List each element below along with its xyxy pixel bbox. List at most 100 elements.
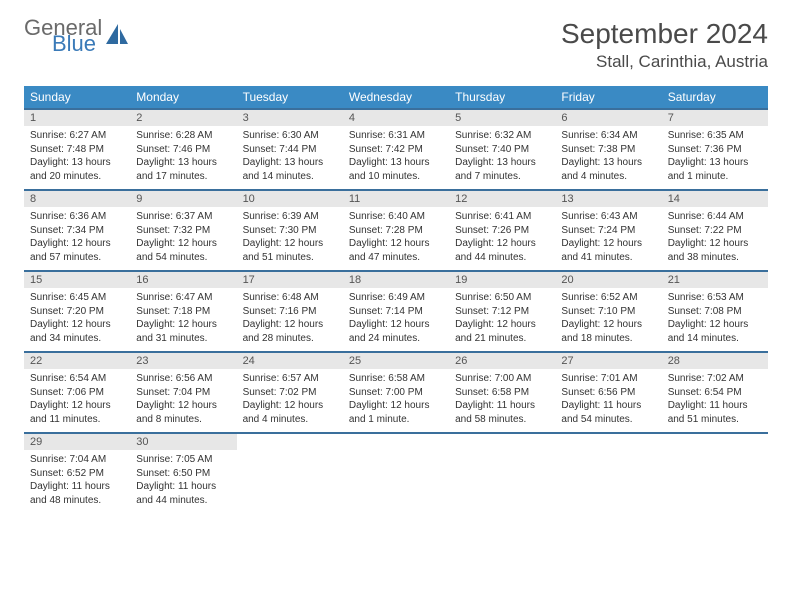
day-content-cell: Sunrise: 6:36 AMSunset: 7:34 PMDaylight:…	[24, 207, 130, 271]
daylight-line: Daylight: 12 hours and 14 minutes.	[668, 318, 762, 345]
day-content-cell: Sunrise: 6:39 AMSunset: 7:30 PMDaylight:…	[237, 207, 343, 271]
day-content-cell: Sunrise: 6:45 AMSunset: 7:20 PMDaylight:…	[24, 288, 130, 352]
daylight-line: Daylight: 12 hours and 21 minutes.	[455, 318, 549, 345]
sunrise-line: Sunrise: 6:58 AM	[349, 372, 443, 386]
sunset-line: Sunset: 7:10 PM	[561, 305, 655, 319]
day-content-cell: Sunrise: 7:04 AMSunset: 6:52 PMDaylight:…	[24, 450, 130, 514]
day-number-cell: 4	[343, 109, 449, 126]
sunrise-line: Sunrise: 7:01 AM	[561, 372, 655, 386]
day-content-cell: Sunrise: 6:53 AMSunset: 7:08 PMDaylight:…	[662, 288, 768, 352]
sunset-line: Sunset: 7:36 PM	[668, 143, 762, 157]
day-number-cell: 15	[24, 271, 130, 288]
sunset-line: Sunset: 7:44 PM	[243, 143, 337, 157]
day-number-cell: 22	[24, 352, 130, 369]
day-number-cell: 3	[237, 109, 343, 126]
title-block: September 2024 Stall, Carinthia, Austria	[561, 18, 768, 72]
sunrise-line: Sunrise: 6:32 AM	[455, 129, 549, 143]
month-title: September 2024	[561, 18, 768, 50]
daylight-line: Daylight: 11 hours and 58 minutes.	[455, 399, 549, 426]
sunset-line: Sunset: 7:18 PM	[136, 305, 230, 319]
day-content-cell: Sunrise: 6:30 AMSunset: 7:44 PMDaylight:…	[237, 126, 343, 190]
sunrise-line: Sunrise: 6:37 AM	[136, 210, 230, 224]
day-number-row: 22232425262728	[24, 352, 768, 369]
sunset-line: Sunset: 7:12 PM	[455, 305, 549, 319]
day-number-cell: 8	[24, 190, 130, 207]
daylight-line: Daylight: 12 hours and 47 minutes.	[349, 237, 443, 264]
daylight-line: Daylight: 12 hours and 31 minutes.	[136, 318, 230, 345]
sunrise-line: Sunrise: 6:43 AM	[561, 210, 655, 224]
weekday-header: Sunday	[24, 86, 130, 109]
sunset-line: Sunset: 7:38 PM	[561, 143, 655, 157]
day-content-cell: Sunrise: 6:41 AMSunset: 7:26 PMDaylight:…	[449, 207, 555, 271]
day-content-row: Sunrise: 6:45 AMSunset: 7:20 PMDaylight:…	[24, 288, 768, 352]
weekday-header: Friday	[555, 86, 661, 109]
sunrise-line: Sunrise: 6:41 AM	[455, 210, 549, 224]
day-number-cell: 19	[449, 271, 555, 288]
sunset-line: Sunset: 6:54 PM	[668, 386, 762, 400]
weekday-header: Monday	[130, 86, 236, 109]
sunset-line: Sunset: 6:56 PM	[561, 386, 655, 400]
day-number-cell: 30	[130, 433, 236, 450]
daylight-line: Daylight: 12 hours and 51 minutes.	[243, 237, 337, 264]
day-number-row: 2930	[24, 433, 768, 450]
day-content-cell: Sunrise: 6:58 AMSunset: 7:00 PMDaylight:…	[343, 369, 449, 433]
day-content-cell: Sunrise: 6:31 AMSunset: 7:42 PMDaylight:…	[343, 126, 449, 190]
day-content-cell: Sunrise: 6:37 AMSunset: 7:32 PMDaylight:…	[130, 207, 236, 271]
sunrise-line: Sunrise: 6:44 AM	[668, 210, 762, 224]
daylight-line: Daylight: 12 hours and 54 minutes.	[136, 237, 230, 264]
daylight-line: Daylight: 12 hours and 41 minutes.	[561, 237, 655, 264]
day-content-cell: Sunrise: 6:52 AMSunset: 7:10 PMDaylight:…	[555, 288, 661, 352]
day-number-cell	[449, 433, 555, 450]
day-number-cell: 25	[343, 352, 449, 369]
weekday-header: Thursday	[449, 86, 555, 109]
day-number-row: 1234567	[24, 109, 768, 126]
day-content-cell: Sunrise: 7:01 AMSunset: 6:56 PMDaylight:…	[555, 369, 661, 433]
daylight-line: Daylight: 12 hours and 38 minutes.	[668, 237, 762, 264]
logo-blue: Blue	[52, 34, 102, 54]
day-number-cell: 2	[130, 109, 236, 126]
day-number-cell: 26	[449, 352, 555, 369]
day-content-cell: Sunrise: 6:34 AMSunset: 7:38 PMDaylight:…	[555, 126, 661, 190]
day-number-cell: 7	[662, 109, 768, 126]
sunrise-line: Sunrise: 6:56 AM	[136, 372, 230, 386]
day-number-cell: 21	[662, 271, 768, 288]
day-number-cell: 16	[130, 271, 236, 288]
day-content-cell: Sunrise: 6:27 AMSunset: 7:48 PMDaylight:…	[24, 126, 130, 190]
day-content-cell: Sunrise: 7:05 AMSunset: 6:50 PMDaylight:…	[130, 450, 236, 514]
sunset-line: Sunset: 7:22 PM	[668, 224, 762, 238]
daylight-line: Daylight: 12 hours and 44 minutes.	[455, 237, 549, 264]
day-number-cell: 14	[662, 190, 768, 207]
day-content-cell: Sunrise: 6:56 AMSunset: 7:04 PMDaylight:…	[130, 369, 236, 433]
day-content-cell	[343, 450, 449, 514]
daylight-line: Daylight: 12 hours and 34 minutes.	[30, 318, 124, 345]
day-content-cell: Sunrise: 6:35 AMSunset: 7:36 PMDaylight:…	[662, 126, 768, 190]
sunset-line: Sunset: 7:48 PM	[30, 143, 124, 157]
day-number-cell: 18	[343, 271, 449, 288]
daylight-line: Daylight: 13 hours and 20 minutes.	[30, 156, 124, 183]
day-content-cell: Sunrise: 7:00 AMSunset: 6:58 PMDaylight:…	[449, 369, 555, 433]
sunset-line: Sunset: 7:02 PM	[243, 386, 337, 400]
sunrise-line: Sunrise: 6:57 AM	[243, 372, 337, 386]
day-content-cell: Sunrise: 6:50 AMSunset: 7:12 PMDaylight:…	[449, 288, 555, 352]
sunrise-line: Sunrise: 6:34 AM	[561, 129, 655, 143]
day-content-cell: Sunrise: 6:48 AMSunset: 7:16 PMDaylight:…	[237, 288, 343, 352]
daylight-line: Daylight: 13 hours and 14 minutes.	[243, 156, 337, 183]
sunset-line: Sunset: 7:28 PM	[349, 224, 443, 238]
sunrise-line: Sunrise: 6:35 AM	[668, 129, 762, 143]
sunrise-line: Sunrise: 6:30 AM	[243, 129, 337, 143]
sunrise-line: Sunrise: 7:00 AM	[455, 372, 549, 386]
daylight-line: Daylight: 11 hours and 51 minutes.	[668, 399, 762, 426]
sunset-line: Sunset: 7:08 PM	[668, 305, 762, 319]
sunset-line: Sunset: 7:04 PM	[136, 386, 230, 400]
day-content-cell: Sunrise: 6:57 AMSunset: 7:02 PMDaylight:…	[237, 369, 343, 433]
day-number-cell: 20	[555, 271, 661, 288]
day-content-cell: Sunrise: 6:43 AMSunset: 7:24 PMDaylight:…	[555, 207, 661, 271]
sunrise-line: Sunrise: 6:49 AM	[349, 291, 443, 305]
daylight-line: Daylight: 12 hours and 18 minutes.	[561, 318, 655, 345]
sunset-line: Sunset: 7:46 PM	[136, 143, 230, 157]
day-number-cell	[555, 433, 661, 450]
sunrise-line: Sunrise: 6:31 AM	[349, 129, 443, 143]
day-number-cell: 5	[449, 109, 555, 126]
weekday-header-row: Sunday Monday Tuesday Wednesday Thursday…	[24, 86, 768, 109]
sunrise-line: Sunrise: 6:53 AM	[668, 291, 762, 305]
